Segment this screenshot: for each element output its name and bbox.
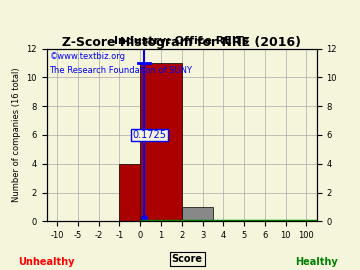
Text: Healthy: Healthy: [296, 257, 338, 267]
Text: 0.1725: 0.1725: [132, 130, 166, 140]
Text: ©www.textbiz.org: ©www.textbiz.org: [50, 52, 126, 61]
Text: Unhealthy: Unhealthy: [19, 257, 75, 267]
Text: Score: Score: [172, 254, 203, 264]
Text: Industry: Office REITs: Industry: Office REITs: [114, 36, 249, 46]
Text: The Research Foundation of SUNY: The Research Foundation of SUNY: [50, 66, 193, 75]
Bar: [140, 63, 182, 221]
Bar: [120, 164, 161, 221]
Bar: [182, 207, 213, 221]
Title: Z-Score Histogram for NRE (2016): Z-Score Histogram for NRE (2016): [62, 36, 301, 49]
Y-axis label: Number of companies (16 total): Number of companies (16 total): [12, 68, 21, 202]
